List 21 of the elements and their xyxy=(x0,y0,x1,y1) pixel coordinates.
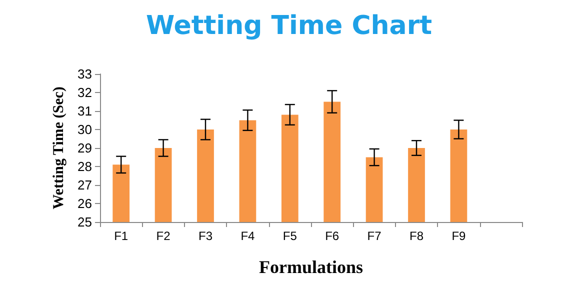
y-tick-label: 29 xyxy=(78,140,92,156)
y-tick-label: 27 xyxy=(78,178,92,192)
y-tick-label: 31 xyxy=(78,104,92,118)
y-tick-label: 25 xyxy=(78,214,92,230)
x-tick-label: F2 xyxy=(156,229,171,243)
x-axis-title: Formulations xyxy=(258,257,364,277)
x-tick-label: F9 xyxy=(452,229,466,243)
x-tick-label: F8 xyxy=(409,229,424,243)
chart-title: Wetting Time Chart xyxy=(146,11,432,41)
x-tick-label: F6 xyxy=(325,229,340,243)
x-tick-label: F7 xyxy=(367,229,382,243)
x-tick-label: F4 xyxy=(240,229,256,243)
y-tick-label: 28 xyxy=(78,159,92,174)
y-axis-title: Wetting Time (Sec) xyxy=(51,86,68,210)
y-tick-label: 26 xyxy=(78,196,92,211)
y-tick-label: 33 xyxy=(78,66,92,82)
x-tick-label: F1 xyxy=(114,229,128,243)
x-tick-label: F5 xyxy=(282,229,298,243)
y-tick-label: 30 xyxy=(78,122,92,137)
x-tick-label: F3 xyxy=(198,229,213,243)
y-tick-label: 32 xyxy=(78,85,92,100)
